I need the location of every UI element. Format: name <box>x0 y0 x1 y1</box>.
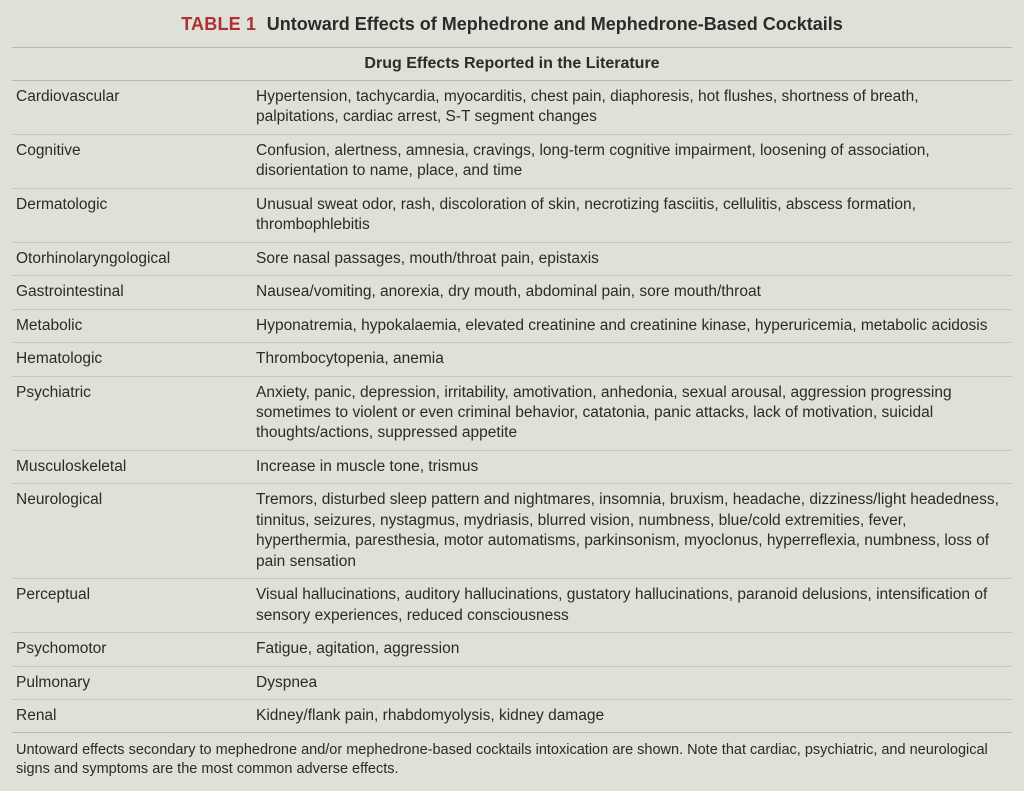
category-cell: Cognitive <box>12 134 252 188</box>
table-row: Musculoskeletal Increase in muscle tone,… <box>12 450 1012 483</box>
table-row: Hematologic Thrombocytopenia, anemia <box>12 343 1012 376</box>
category-cell: Metabolic <box>12 309 252 342</box>
effects-cell: Nausea/vomiting, anorexia, dry mouth, ab… <box>252 276 1012 309</box>
effects-cell: Dyspnea <box>252 666 1012 699</box>
category-cell: Psychomotor <box>12 633 252 666</box>
category-cell: Perceptual <box>12 579 252 633</box>
table-row: Metabolic Hyponatremia, hypokalaemia, el… <box>12 309 1012 342</box>
effects-cell: Increase in muscle tone, trismus <box>252 450 1012 483</box>
category-cell: Otorhinolaryngological <box>12 242 252 275</box>
table-row: Psychiatric Anxiety, panic, depression, … <box>12 376 1012 450</box>
category-cell: Hematologic <box>12 343 252 376</box>
table-container: TABLE 1 Untoward Effects of Mephedrone a… <box>0 0 1024 791</box>
effects-cell: Hypertension, tachycardia, myocarditis, … <box>252 81 1012 135</box>
table-row: Pulmonary Dyspnea <box>12 666 1012 699</box>
category-cell: Dermatologic <box>12 188 252 242</box>
category-cell: Musculoskeletal <box>12 450 252 483</box>
table-row: Cardiovascular Hypertension, tachycardia… <box>12 81 1012 135</box>
table-label: TABLE 1 <box>181 14 256 34</box>
table-row: Otorhinolaryngological Sore nasal passag… <box>12 242 1012 275</box>
category-cell: Psychiatric <box>12 376 252 450</box>
effects-cell: Unusual sweat odor, rash, discoloration … <box>252 188 1012 242</box>
table-title: Untoward Effects of Mephedrone and Mephe… <box>267 14 843 34</box>
table-row: Dermatologic Unusual sweat odor, rash, d… <box>12 188 1012 242</box>
effects-cell: Anxiety, panic, depression, irritability… <box>252 376 1012 450</box>
table-footnote: Untoward effects secondary to mephedrone… <box>12 732 1012 781</box>
category-cell: Gastrointestinal <box>12 276 252 309</box>
effects-cell: Kidney/flank pain, rhabdomyolysis, kidne… <box>252 699 1012 732</box>
effects-table: Cardiovascular Hypertension, tachycardia… <box>12 80 1012 732</box>
effects-cell: Confusion, alertness, amnesia, cravings,… <box>252 134 1012 188</box>
effects-cell: Tremors, disturbed sleep pattern and nig… <box>252 484 1012 579</box>
category-cell: Pulmonary <box>12 666 252 699</box>
effects-cell: Visual hallucinations, auditory hallucin… <box>252 579 1012 633</box>
effects-cell: Hyponatremia, hypokalaemia, elevated cre… <box>252 309 1012 342</box>
table-row: Cognitive Confusion, alertness, amnesia,… <box>12 134 1012 188</box>
effects-table-body: Cardiovascular Hypertension, tachycardia… <box>12 81 1012 733</box>
table-row: Perceptual Visual hallucinations, audito… <box>12 579 1012 633</box>
effects-cell: Sore nasal passages, mouth/throat pain, … <box>252 242 1012 275</box>
table-row: Gastrointestinal Nausea/vomiting, anorex… <box>12 276 1012 309</box>
category-cell: Neurological <box>12 484 252 579</box>
effects-cell: Thrombocytopenia, anemia <box>252 343 1012 376</box>
table-row: Renal Kidney/flank pain, rhabdomyolysis,… <box>12 699 1012 732</box>
table-row: Psychomotor Fatigue, agitation, aggressi… <box>12 633 1012 666</box>
category-cell: Cardiovascular <box>12 81 252 135</box>
category-cell: Renal <box>12 699 252 732</box>
table-title-row: TABLE 1 Untoward Effects of Mephedrone a… <box>12 14 1012 47</box>
effects-cell: Fatigue, agitation, aggression <box>252 633 1012 666</box>
table-row: Neurological Tremors, disturbed sleep pa… <box>12 484 1012 579</box>
section-header: Drug Effects Reported in the Literature <box>12 48 1012 80</box>
